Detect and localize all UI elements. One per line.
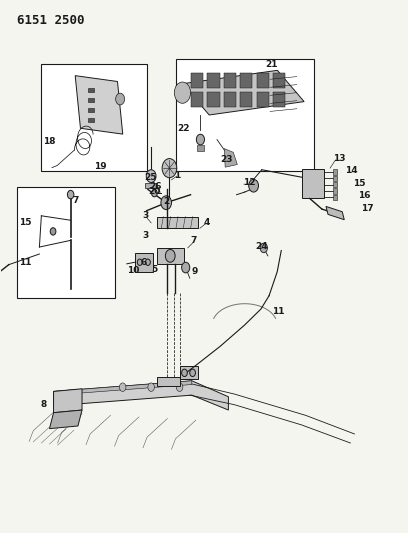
Circle shape xyxy=(161,196,171,209)
Polygon shape xyxy=(224,149,237,167)
Bar xyxy=(197,145,204,151)
Circle shape xyxy=(145,259,150,265)
Bar xyxy=(88,118,94,122)
Polygon shape xyxy=(53,381,228,410)
Circle shape xyxy=(137,259,142,265)
Bar xyxy=(180,366,198,379)
Text: 12: 12 xyxy=(244,178,256,187)
Text: 13: 13 xyxy=(333,154,346,163)
Text: 6: 6 xyxy=(141,259,147,267)
Bar xyxy=(333,175,337,181)
Text: 26: 26 xyxy=(149,182,162,191)
Text: 18: 18 xyxy=(43,136,56,146)
Bar xyxy=(224,74,236,88)
Polygon shape xyxy=(49,410,82,429)
Circle shape xyxy=(182,262,190,273)
Bar xyxy=(157,248,184,264)
Polygon shape xyxy=(75,76,123,134)
Polygon shape xyxy=(326,206,344,220)
Polygon shape xyxy=(53,381,192,395)
Circle shape xyxy=(50,228,56,235)
Bar xyxy=(207,74,220,88)
Circle shape xyxy=(196,134,204,145)
Text: 20: 20 xyxy=(148,187,160,196)
Circle shape xyxy=(176,383,183,391)
Text: 2: 2 xyxy=(163,197,170,206)
Bar xyxy=(224,92,236,107)
Bar xyxy=(333,188,337,193)
Bar xyxy=(273,74,285,88)
Text: 22: 22 xyxy=(177,124,190,133)
Text: 11: 11 xyxy=(19,258,31,267)
Bar xyxy=(175,59,314,171)
Bar xyxy=(257,74,269,88)
Circle shape xyxy=(260,243,267,253)
Text: 19: 19 xyxy=(94,162,107,171)
Circle shape xyxy=(174,82,191,103)
Text: 1: 1 xyxy=(174,171,181,180)
Text: 16: 16 xyxy=(358,191,370,200)
Text: 9: 9 xyxy=(191,267,198,276)
Bar xyxy=(191,92,203,107)
Bar xyxy=(302,169,324,198)
Bar xyxy=(157,216,198,228)
Bar xyxy=(191,74,203,88)
Bar xyxy=(145,183,157,188)
Bar xyxy=(88,98,94,102)
Circle shape xyxy=(165,249,175,262)
Bar xyxy=(273,92,285,107)
Bar xyxy=(333,169,337,174)
Circle shape xyxy=(182,369,187,376)
Text: 21: 21 xyxy=(265,60,278,69)
Circle shape xyxy=(249,179,259,192)
Bar xyxy=(207,92,220,107)
Text: 11: 11 xyxy=(272,307,285,316)
Bar xyxy=(257,92,269,107)
Text: 15: 15 xyxy=(19,218,31,227)
Bar xyxy=(157,376,180,386)
Polygon shape xyxy=(53,389,82,413)
Circle shape xyxy=(67,190,74,199)
Bar xyxy=(240,92,253,107)
Bar xyxy=(17,187,115,298)
Text: 8: 8 xyxy=(40,400,47,409)
Polygon shape xyxy=(182,70,304,115)
Bar xyxy=(333,182,337,187)
Text: 14: 14 xyxy=(346,166,358,175)
Bar xyxy=(333,195,337,200)
Text: 23: 23 xyxy=(220,155,232,164)
Bar xyxy=(88,88,94,92)
Text: 4: 4 xyxy=(203,219,210,228)
Text: 25: 25 xyxy=(144,173,157,182)
Text: 7: 7 xyxy=(191,237,197,246)
Circle shape xyxy=(162,159,177,177)
Bar xyxy=(240,74,253,88)
Text: 10: 10 xyxy=(127,266,139,274)
Circle shape xyxy=(148,383,154,391)
Text: 5: 5 xyxy=(151,265,158,273)
Bar xyxy=(88,108,94,112)
Text: 15: 15 xyxy=(353,179,365,188)
Text: 17: 17 xyxy=(361,204,374,213)
Circle shape xyxy=(151,189,157,197)
Bar xyxy=(41,64,147,171)
Text: 24: 24 xyxy=(255,243,268,252)
Text: 3: 3 xyxy=(142,211,149,220)
Text: 3: 3 xyxy=(142,231,149,240)
Bar xyxy=(135,253,153,272)
Circle shape xyxy=(190,369,195,376)
Text: 6151 2500: 6151 2500 xyxy=(17,14,84,27)
Circle shape xyxy=(146,169,156,182)
Circle shape xyxy=(120,383,126,391)
Text: 7: 7 xyxy=(73,196,79,205)
Circle shape xyxy=(115,93,124,105)
